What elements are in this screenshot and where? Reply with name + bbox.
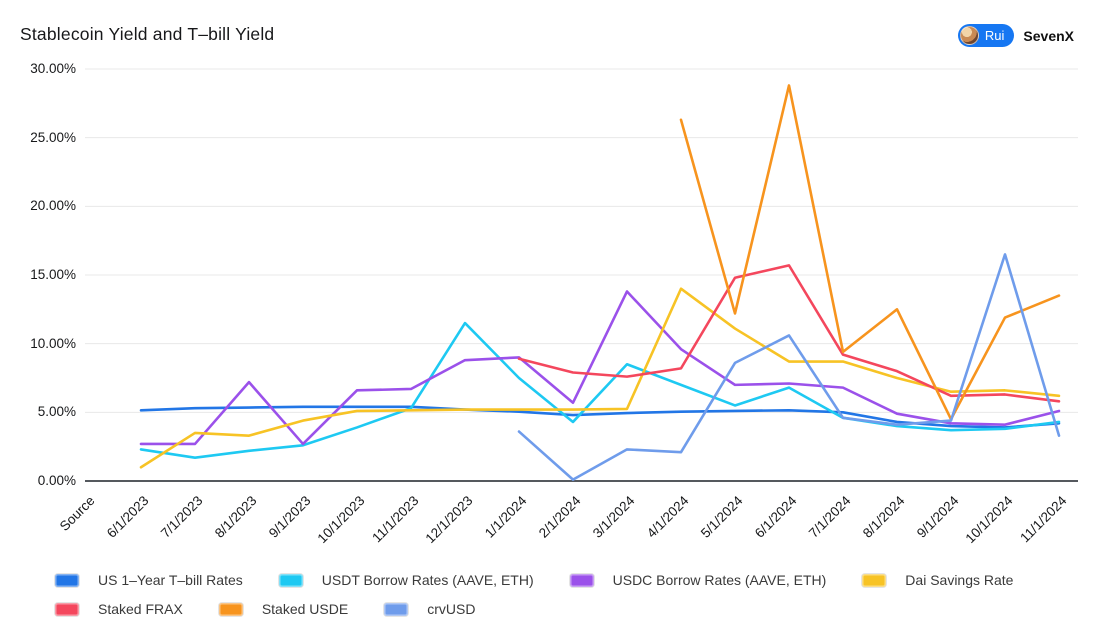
page-title: Stablecoin Yield and T–bill Yield bbox=[20, 24, 275, 44]
legend-swatch bbox=[55, 602, 79, 616]
legend-swatch bbox=[55, 573, 79, 587]
author-name: Rui bbox=[984, 28, 1005, 43]
legend-swatch bbox=[384, 602, 409, 616]
legend-swatch bbox=[278, 573, 303, 587]
legend-item[interactable]: USDC Borrow Rates (AAVE, ETH) bbox=[569, 572, 827, 588]
y-tick-label: 5.00% bbox=[37, 404, 76, 420]
legend-label: Dai Savings Rate bbox=[905, 572, 1014, 588]
y-tick-label: 20.00% bbox=[30, 198, 76, 214]
series-line bbox=[517, 253, 1061, 481]
legend-item[interactable]: Staked FRAX bbox=[55, 601, 183, 617]
legend-swatch bbox=[569, 573, 594, 587]
legend-swatch bbox=[218, 602, 243, 616]
y-tick-label: 0.00% bbox=[37, 473, 76, 488]
series-line bbox=[139, 290, 1061, 446]
y-tick-label: 15.00% bbox=[30, 267, 76, 282]
series-line bbox=[517, 264, 1061, 403]
legend-label: crvUSD bbox=[427, 601, 476, 617]
chart-legend-row-1: US 1–Year T–bill Rates USDT Borrow Rates … bbox=[55, 572, 1075, 588]
series-line bbox=[679, 84, 1061, 421]
org-label: SevenX bbox=[1023, 27, 1074, 44]
series-line bbox=[139, 405, 1061, 429]
legend-swatch bbox=[862, 573, 887, 587]
legend-item[interactable]: USDT Borrow Rates (AAVE, ETH) bbox=[278, 572, 534, 588]
y-tick-label: 30.00% bbox=[30, 61, 76, 76]
legend-item[interactable]: US 1–Year T–bill Rates bbox=[55, 572, 243, 588]
y-tick-label: 10.00% bbox=[30, 335, 76, 351]
legend-label: Staked FRAX bbox=[98, 601, 183, 617]
author-pill[interactable]: Rui bbox=[957, 24, 1015, 47]
legend-item[interactable]: crvUSD bbox=[384, 601, 475, 617]
author-badge: Rui SevenX bbox=[957, 24, 1074, 47]
chart-legend-row-2: Staked FRAX Staked USDE crvUSD bbox=[55, 601, 1075, 617]
series-line bbox=[139, 287, 1061, 469]
legend-label: USDT Borrow Rates (AAVE, ETH) bbox=[321, 572, 534, 588]
legend-label: US 1–Year T–bill Rates bbox=[98, 572, 243, 588]
legend-item[interactable]: Dai Savings Rate bbox=[862, 572, 1013, 588]
series-line bbox=[139, 321, 1061, 459]
legend-item[interactable]: Staked USDE bbox=[218, 601, 349, 617]
legend-label: Staked USDE bbox=[261, 601, 349, 617]
author-avatar bbox=[959, 26, 979, 45]
legend-label: USDC Borrow Rates (AAVE, ETH) bbox=[612, 572, 827, 588]
y-tick-label: 25.00% bbox=[30, 129, 76, 145]
